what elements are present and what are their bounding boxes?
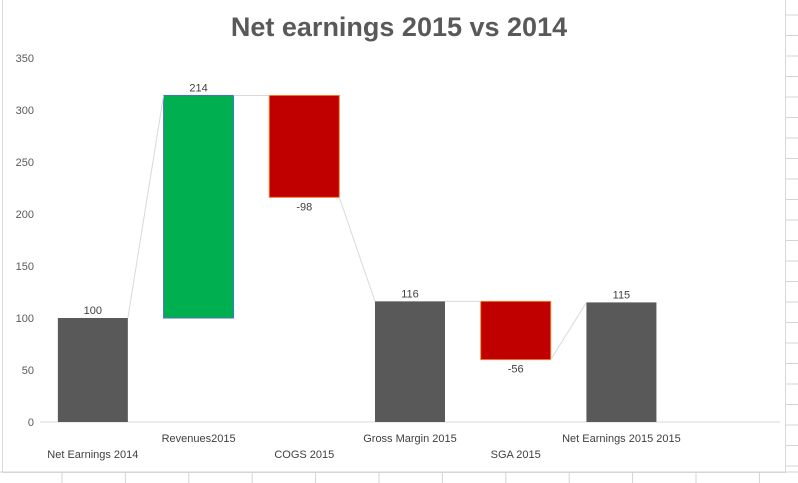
y-tick-label: 250 xyxy=(16,157,34,169)
y-tick-label: 0 xyxy=(28,417,34,429)
x-tick-label: Revenues2015 xyxy=(162,433,236,445)
data-label: 100 xyxy=(84,305,102,317)
bar-total xyxy=(586,302,657,422)
chart-title: Net earnings 2015 vs 2014 xyxy=(231,12,567,42)
data-label: 115 xyxy=(613,289,631,301)
x-tick-label: Gross Margin 2015 xyxy=(363,433,457,445)
bar-increase xyxy=(163,94,235,319)
bar-decrease xyxy=(480,300,552,361)
x-tick-label: Net Earnings 2015 2015 xyxy=(562,433,681,445)
data-label: -98 xyxy=(296,201,312,213)
y-tick-label: 100 xyxy=(16,313,34,325)
x-tick-label: Net Earnings 2014 xyxy=(47,449,138,461)
connector-line xyxy=(127,95,165,319)
bar-total xyxy=(375,301,445,422)
y-tick-label: 350 xyxy=(16,53,34,65)
y-tick-label: 200 xyxy=(16,209,34,221)
data-label: 214 xyxy=(189,82,207,94)
x-tick-label: SGA 2015 xyxy=(491,449,541,461)
x-tick-label: COGS 2015 xyxy=(274,449,334,461)
y-tick-label: 300 xyxy=(16,105,34,117)
bar-decrease xyxy=(268,94,340,198)
connector-line xyxy=(550,302,587,360)
connector-line xyxy=(338,197,376,302)
data-label: -56 xyxy=(508,364,524,376)
bar-total xyxy=(57,318,128,422)
data-label: 116 xyxy=(401,288,419,300)
y-tick-label: 50 xyxy=(22,365,34,377)
y-tick-label: 150 xyxy=(16,261,34,273)
